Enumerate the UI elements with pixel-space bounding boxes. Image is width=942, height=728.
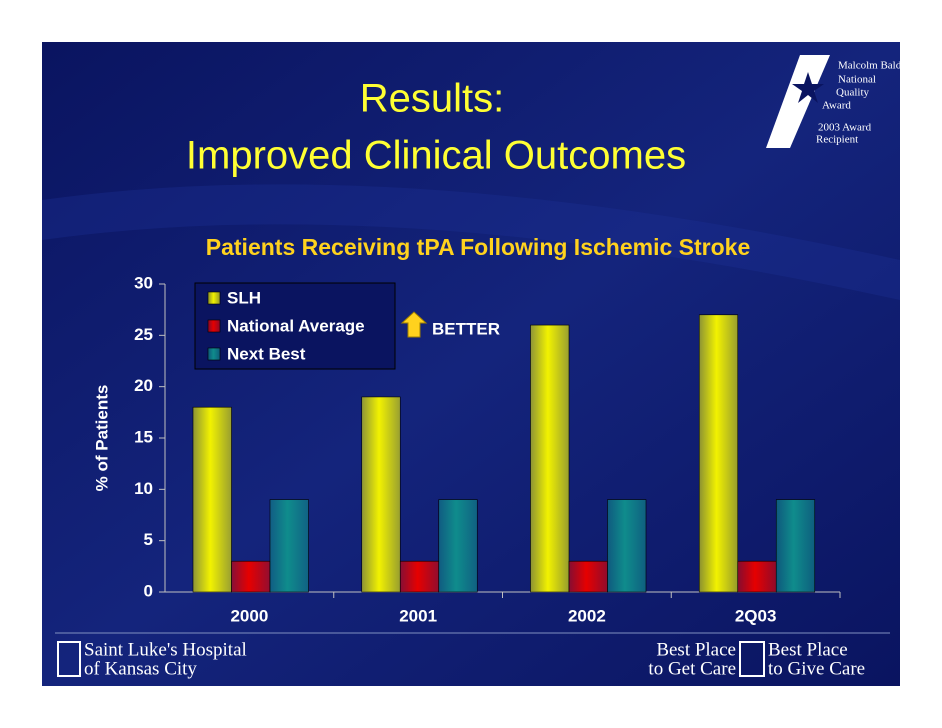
chart-title: Patients Receiving tPA Following Ischemi… (206, 234, 750, 260)
bar (231, 560, 271, 593)
bar (530, 324, 570, 593)
x-tick-label: 2000 (230, 606, 268, 625)
y-axis-label: % of Patients (92, 385, 111, 492)
x-tick-label: 2002 (568, 606, 606, 625)
award-text: Recipient (816, 134, 858, 146)
legend-label: National Average (227, 316, 365, 335)
legend-swatch (207, 291, 221, 305)
footer-text: Saint Luke's Hospital (84, 639, 247, 660)
y-tick-label: 20 (134, 376, 153, 395)
award-text: 2003 Award (818, 122, 872, 134)
y-tick-label: 5 (144, 530, 153, 549)
award-text: Malcolm Baldrige (838, 60, 918, 72)
bar (399, 560, 440, 593)
better-arrow (400, 311, 428, 338)
x-tick-label: 2001 (399, 606, 437, 625)
award-text: Quality (836, 87, 869, 99)
footer-text: of Kansas City (84, 658, 197, 679)
footer-text: Best Place (656, 639, 736, 660)
slide-title: Improved Clinical Outcomes (186, 134, 686, 178)
footer-text: to Get Care (648, 658, 736, 679)
legend-label: Next Best (227, 344, 306, 363)
footer-logo (739, 641, 765, 677)
y-tick-label: 0 (144, 581, 153, 600)
y-tick-label: 10 (134, 479, 153, 498)
footer-text: to Give Care (768, 658, 865, 679)
slide-title: Results: (360, 77, 505, 121)
legend-swatch (207, 319, 221, 333)
award-star (792, 72, 824, 103)
annotation: BETTER (432, 319, 500, 338)
bar (737, 560, 777, 593)
legend-box (194, 282, 396, 370)
bar (698, 314, 739, 593)
hospital-logo (57, 641, 81, 677)
x-tick-label: 2Q03 (735, 606, 777, 625)
award-emblem (766, 55, 830, 148)
award-text: National (838, 74, 876, 86)
award-text: Award (822, 100, 851, 112)
bar (568, 560, 608, 593)
legend-swatch (207, 347, 221, 361)
bar (192, 406, 232, 593)
bar (361, 396, 401, 593)
bar (607, 499, 647, 593)
legend-label: SLH (227, 288, 261, 307)
bar (269, 499, 309, 593)
y-tick-label: 25 (134, 325, 153, 344)
bar (775, 499, 816, 593)
y-tick-label: 15 (134, 427, 153, 446)
bar (438, 499, 478, 593)
footer-text: Best Place (768, 639, 848, 660)
plot: 0 5 10 15 20 25 30 2000 2001 2002 2Q03 SLH National … (134, 273, 841, 625)
background-swoosh (42, 184, 900, 300)
y-tick-label: 30 (134, 273, 153, 292)
award-logo: Malcolm Baldrige National Quality Award … (766, 55, 918, 148)
